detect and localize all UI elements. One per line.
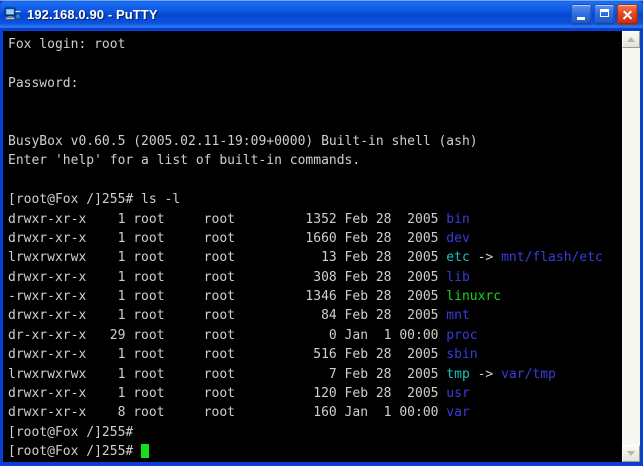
- minimize-button[interactable]: [571, 3, 592, 25]
- login-line: Fox login: root: [8, 37, 126, 52]
- scroll-up-arrow[interactable]: [622, 31, 640, 48]
- ls-row-sbin: drwxr-xr-x 1 root root 516 Feb 28 2005 s…: [8, 347, 478, 363]
- chevron-down-icon: [627, 451, 635, 457]
- window-controls: [571, 3, 638, 25]
- block-cursor: [141, 443, 150, 458]
- scroll-down-arrow[interactable]: [622, 444, 640, 462]
- title-bar[interactable]: 192.168.0.90 - PuTTY: [0, 0, 643, 28]
- minimize-icon: [577, 16, 585, 20]
- command-line: [root@Fox /]255# ls -l: [8, 192, 181, 208]
- password-line: Password:: [8, 75, 79, 91]
- prompt-line-2: [root@Fox /]255#: [8, 442, 621, 461]
- terminal-scrollbar[interactable]: [621, 31, 640, 462]
- ls-row-bin: drwxr-xr-x 1 root root 1352 Feb 28 2005 …: [8, 211, 470, 227]
- maximize-icon: [600, 8, 609, 17]
- blank-3: [8, 113, 621, 132]
- ls-row-proc: dr-xr-xr-x 29 root root 0 Jan 1 00:00 pr…: [8, 327, 478, 343]
- ls-row-dev: drwxr-xr-x 1 root root 1660 Feb 28 2005 …: [8, 230, 470, 246]
- window-title: 192.168.0.90 - PuTTY: [27, 6, 158, 22]
- ls-row-usr: drwxr-xr-x 1 root root 120 Feb 28 2005 u…: [8, 386, 470, 402]
- blank-4: [8, 171, 621, 190]
- maximize-button[interactable]: [594, 3, 615, 25]
- prompt-line-1: [root@Fox /]255#: [8, 424, 134, 440]
- terminal-text: Fox login: root Password: BusyBox v0.60.5 …: [8, 35, 621, 462]
- ls-row-linuxrc: -rwxr-xr-x 1 root root 1346 Feb 28 2005 …: [8, 289, 502, 305]
- busybox-banner: BusyBox v0.60.5 (2005.02.11-19:09+0000) …: [8, 133, 478, 149]
- client-area: Fox login: root Password: BusyBox v0.60.5 …: [0, 28, 643, 466]
- ls-row-lib: drwxr-xr-x 1 root root 308 Feb 28 2005 l…: [8, 269, 470, 285]
- terminal-screen[interactable]: Fox login: root Password: BusyBox v0.60.5 …: [3, 31, 621, 462]
- blank-1: [8, 54, 621, 73]
- help-hint: Enter 'help' for a list of built-in comm…: [8, 153, 361, 169]
- ls-row-etc: lrwxrwxrwx 1 root root 13 Feb 28 2005 et…: [8, 250, 603, 266]
- putty-computer-icon: [4, 5, 22, 23]
- ls-row-mnt: drwxr-xr-x 1 root root 84 Feb 28 2005 mn…: [8, 308, 470, 324]
- scrollbar-track[interactable]: [622, 48, 640, 445]
- ls-row-tmp: lrwxrwxrwx 1 root root 7 Feb 28 2005 tmp…: [8, 366, 556, 382]
- ls-row-var: drwxr-xr-x 8 root root 160 Jan 1 00:00 v…: [8, 405, 470, 421]
- close-button[interactable]: [617, 3, 638, 25]
- chevron-up-icon: [627, 36, 635, 42]
- blank-2: [8, 93, 621, 112]
